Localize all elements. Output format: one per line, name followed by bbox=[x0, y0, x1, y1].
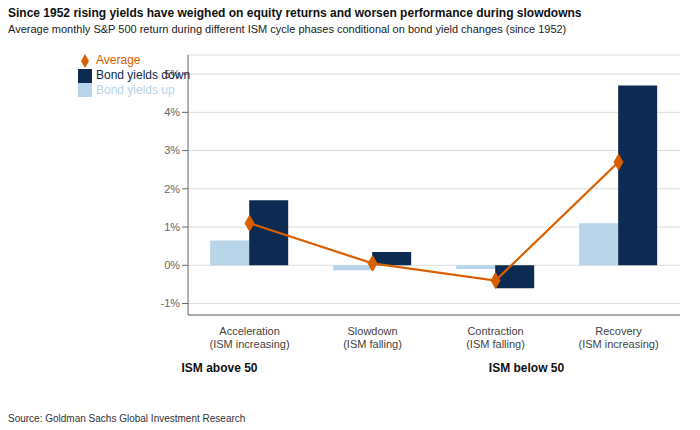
svg-text:-1%: -1% bbox=[161, 297, 181, 309]
svg-text:4%: 4% bbox=[164, 106, 180, 118]
svg-text:0%: 0% bbox=[164, 259, 180, 271]
svg-text:3%: 3% bbox=[164, 144, 180, 156]
svg-text:Slowdown(ISM falling): Slowdown(ISM falling) bbox=[343, 325, 402, 350]
svg-text:2%: 2% bbox=[164, 183, 180, 195]
svg-text:Contraction(ISM falling): Contraction(ISM falling) bbox=[466, 325, 525, 350]
svg-text:Recovery(ISM increasing): Recovery(ISM increasing) bbox=[578, 325, 658, 350]
svg-text:Acceleration(ISM increasing): Acceleration(ISM increasing) bbox=[210, 325, 290, 350]
svg-text:1%: 1% bbox=[164, 221, 180, 233]
svg-text:5%: 5% bbox=[164, 68, 180, 80]
